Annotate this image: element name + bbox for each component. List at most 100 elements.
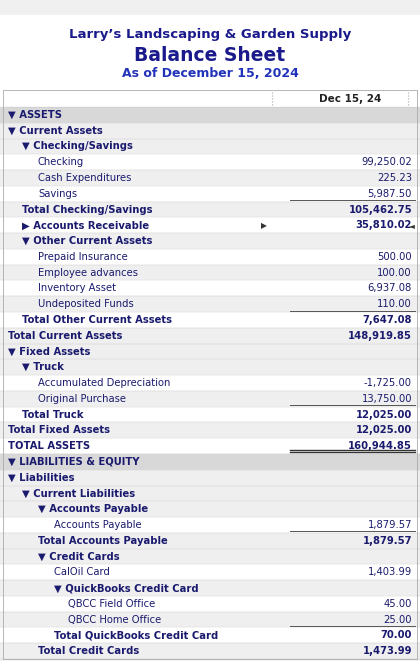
Bar — [0, 470, 420, 486]
Bar — [0, 454, 420, 470]
Text: Inventory Asset: Inventory Asset — [38, 284, 116, 293]
Text: ▼ Fixed Assets: ▼ Fixed Assets — [8, 346, 90, 356]
Bar — [0, 233, 420, 249]
Text: ▼ Accounts Payable: ▼ Accounts Payable — [38, 504, 148, 514]
Text: ▼ Current Liabilities: ▼ Current Liabilities — [22, 488, 135, 498]
Bar — [0, 280, 420, 296]
Text: Total Accounts Payable: Total Accounts Payable — [38, 535, 168, 546]
Bar — [0, 15, 420, 98]
Bar — [0, 0, 420, 15]
Text: Accumulated Depreciation: Accumulated Depreciation — [38, 378, 171, 388]
Text: Accounts Payable: Accounts Payable — [54, 520, 142, 530]
Text: ▼ ASSETS: ▼ ASSETS — [8, 110, 62, 120]
Text: 25.00: 25.00 — [383, 615, 412, 625]
Bar — [0, 123, 420, 139]
Bar — [0, 596, 420, 611]
Text: Total Current Assets: Total Current Assets — [8, 330, 122, 340]
Text: Larry’s Landscaping & Garden Supply: Larry’s Landscaping & Garden Supply — [69, 28, 351, 41]
Bar — [0, 154, 420, 170]
Text: Cash Expenditures: Cash Expenditures — [38, 173, 131, 183]
Bar — [0, 328, 420, 344]
Bar — [3, 90, 417, 659]
Text: 1,879.57: 1,879.57 — [368, 520, 412, 530]
Bar — [0, 422, 420, 438]
Text: Total Checking/Savings: Total Checking/Savings — [22, 204, 152, 215]
Bar — [0, 391, 420, 407]
Bar — [0, 107, 420, 123]
Text: ▼ QuickBooks Credit Card: ▼ QuickBooks Credit Card — [54, 583, 199, 593]
Bar — [0, 611, 420, 627]
Bar — [0, 643, 420, 659]
Text: ▼ Credit Cards: ▼ Credit Cards — [38, 551, 120, 561]
Text: Undeposited Funds: Undeposited Funds — [38, 299, 134, 309]
Bar — [0, 564, 420, 580]
Text: Total Other Current Assets: Total Other Current Assets — [22, 315, 172, 325]
Text: As of December 15, 2024: As of December 15, 2024 — [121, 67, 299, 80]
Bar — [0, 264, 420, 280]
Bar — [0, 438, 420, 454]
Bar — [0, 533, 420, 549]
Text: 1,403.99: 1,403.99 — [368, 567, 412, 577]
Text: 160,944.85: 160,944.85 — [348, 441, 412, 451]
Text: 99,250.02: 99,250.02 — [361, 157, 412, 167]
Text: Savings: Savings — [38, 189, 77, 199]
Text: QBCC Field Office: QBCC Field Office — [68, 599, 155, 609]
Bar — [0, 202, 420, 217]
Text: ◄: ◄ — [409, 221, 415, 230]
Text: ▼ Liabilities: ▼ Liabilities — [8, 473, 74, 483]
Bar — [0, 580, 420, 596]
Text: 45.00: 45.00 — [383, 599, 412, 609]
Text: Total Fixed Assets: Total Fixed Assets — [8, 425, 110, 436]
Text: TOTAL ASSETS: TOTAL ASSETS — [8, 441, 90, 451]
Bar — [0, 344, 420, 360]
Bar — [0, 249, 420, 264]
Bar — [0, 627, 420, 643]
Text: 70.00: 70.00 — [381, 631, 412, 641]
Text: Employee advances: Employee advances — [38, 268, 138, 278]
Text: ▼ Other Current Assets: ▼ Other Current Assets — [22, 236, 152, 246]
Bar — [0, 170, 420, 186]
Bar — [0, 296, 420, 312]
Text: QBCC Home Office: QBCC Home Office — [68, 615, 161, 625]
Bar — [0, 375, 420, 391]
Text: ▶ Accounts Receivable: ▶ Accounts Receivable — [22, 220, 149, 230]
Text: Checking: Checking — [38, 157, 84, 167]
Text: 1,473.99: 1,473.99 — [362, 646, 412, 656]
Text: Dec 15, 24: Dec 15, 24 — [319, 94, 381, 104]
Bar — [0, 407, 420, 422]
Text: Prepaid Insurance: Prepaid Insurance — [38, 252, 128, 262]
Text: ▼ Current Assets: ▼ Current Assets — [8, 126, 103, 136]
Text: 12,025.00: 12,025.00 — [356, 410, 412, 420]
Text: Total QuickBooks Credit Card: Total QuickBooks Credit Card — [54, 631, 218, 641]
Text: 1,879.57: 1,879.57 — [362, 535, 412, 546]
Text: 225.23: 225.23 — [377, 173, 412, 183]
Bar — [0, 486, 420, 501]
Text: 12,025.00: 12,025.00 — [356, 425, 412, 436]
Text: 500.00: 500.00 — [378, 252, 412, 262]
Bar — [0, 501, 420, 517]
Text: ▼ Truck: ▼ Truck — [22, 362, 64, 372]
Bar — [0, 139, 420, 154]
Text: ▼ Checking/Savings: ▼ Checking/Savings — [22, 141, 133, 151]
Text: 5,987.50: 5,987.50 — [368, 189, 412, 199]
Text: Balance Sheet: Balance Sheet — [134, 46, 286, 65]
Text: 35,810.02: 35,810.02 — [356, 220, 412, 230]
Bar — [0, 186, 420, 202]
Text: 105,462.75: 105,462.75 — [348, 204, 412, 215]
Text: 13,750.00: 13,750.00 — [362, 394, 412, 404]
Text: 148,919.85: 148,919.85 — [348, 330, 412, 340]
Text: Total Credit Cards: Total Credit Cards — [38, 646, 139, 656]
Text: 7,647.08: 7,647.08 — [362, 315, 412, 325]
Bar — [0, 312, 420, 328]
Text: CalOil Card: CalOil Card — [54, 567, 110, 577]
Text: 100.00: 100.00 — [378, 268, 412, 278]
Bar — [0, 360, 420, 375]
Bar — [0, 217, 420, 233]
Bar — [0, 90, 420, 107]
Text: ▼ LIABILITIES & EQUITY: ▼ LIABILITIES & EQUITY — [8, 457, 139, 467]
Text: -1,725.00: -1,725.00 — [364, 378, 412, 388]
Bar — [0, 517, 420, 533]
Text: ▶: ▶ — [261, 221, 267, 230]
Text: 110.00: 110.00 — [377, 299, 412, 309]
Text: Original Purchase: Original Purchase — [38, 394, 126, 404]
